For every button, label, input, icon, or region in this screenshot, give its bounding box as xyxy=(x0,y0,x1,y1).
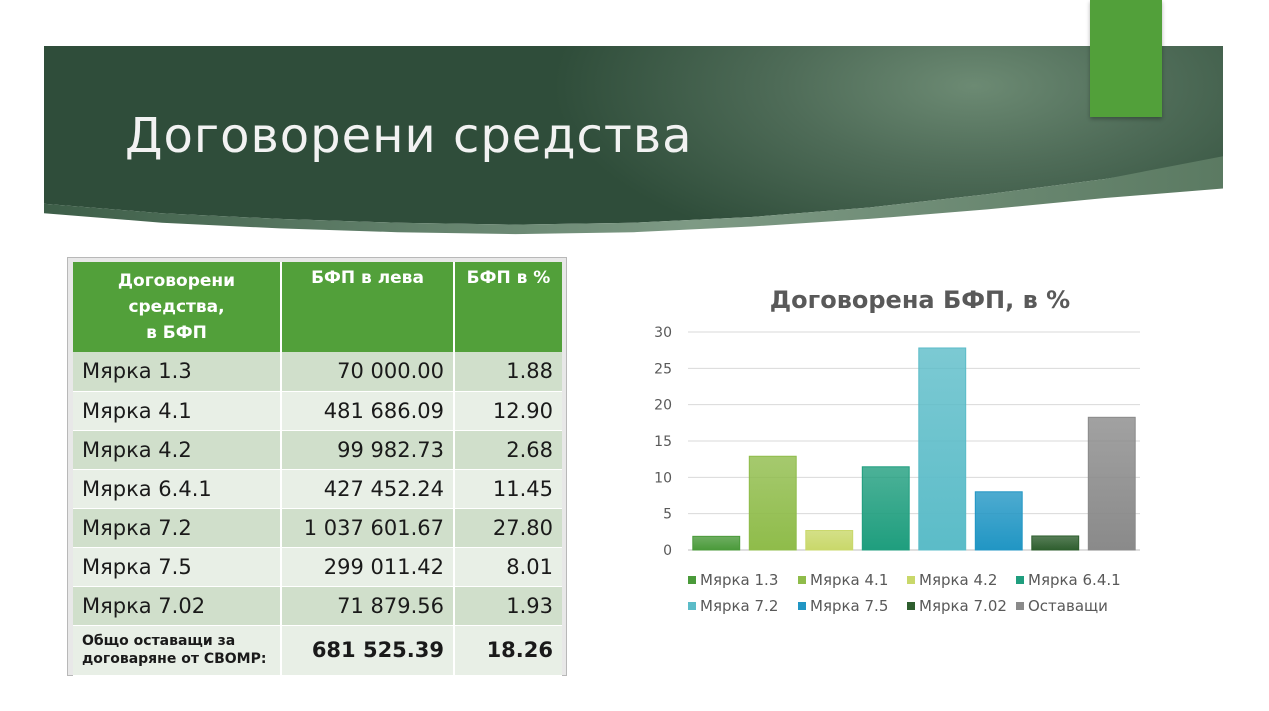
y-tick-label: 25 xyxy=(654,361,672,377)
row-label: Мярка 7.5 xyxy=(73,547,282,587)
row-percent: 8.01 xyxy=(454,547,562,587)
table-row: Мярка 7.2 1 037 601.67 27.80 xyxy=(73,508,562,548)
row-percent: 1.93 xyxy=(454,586,562,626)
data-table: Договорени средства, в БФП БФП в лева БФП … xyxy=(73,262,562,676)
row-amount: 481 686.09 xyxy=(281,391,455,431)
legend-swatch xyxy=(1016,576,1024,584)
row-amount: 299 011.42 xyxy=(281,547,455,587)
row-amount: 427 452.24 xyxy=(281,469,455,509)
accent-rectangle xyxy=(1090,0,1162,117)
row-amount: 71 879.56 xyxy=(281,586,455,626)
y-axis: 0 5 10 15 20 25 30 xyxy=(654,325,672,559)
row-label: Мярка 7.02 xyxy=(73,586,282,626)
bar xyxy=(918,347,967,551)
bar-chart[interactable]: Договорена БФП, в % 0 5 10 15 20 25 30 Мярка 1… xyxy=(630,270,1170,630)
legend-item: Мярка 1.3 xyxy=(700,571,778,589)
row-amount: 1 037 601.67 xyxy=(281,508,455,548)
row-percent: 2.68 xyxy=(454,430,562,470)
legend-swatch xyxy=(1016,602,1024,610)
total-percent: 18.26 xyxy=(454,625,562,676)
y-tick-label: 20 xyxy=(654,398,672,414)
bar xyxy=(974,491,1023,551)
table-row: Мярка 6.4.1 427 452.24 11.45 xyxy=(73,469,562,509)
bar xyxy=(861,466,910,551)
slide-title: Договорени средства xyxy=(125,108,693,164)
bar xyxy=(1087,416,1136,551)
legend-swatch xyxy=(798,602,806,610)
row-percent: 12.90 xyxy=(454,391,562,431)
y-tick-label: 10 xyxy=(654,470,672,486)
row-percent: 11.45 xyxy=(454,469,562,509)
table-row: Мярка 7.5 299 011.42 8.01 xyxy=(73,547,562,587)
legend-swatch xyxy=(688,576,696,584)
legend-item: Мярка 7.5 xyxy=(810,597,888,615)
row-label: Мярка 4.1 xyxy=(73,391,282,431)
bar xyxy=(1031,535,1080,551)
bar xyxy=(805,530,854,551)
bar xyxy=(692,535,741,551)
legend-item: Оставащи xyxy=(1028,597,1108,615)
chart-title: Договорена БФП, в % xyxy=(770,286,1070,314)
legend-swatch xyxy=(907,576,915,584)
y-tick-label: 0 xyxy=(663,543,672,559)
y-tick-label: 30 xyxy=(654,325,672,341)
table-row: Мярка 1.3 70 000.00 1.88 xyxy=(73,352,562,392)
row-label: Мярка 6.4.1 xyxy=(73,469,282,509)
row-label: Мярка 1.3 xyxy=(73,352,282,392)
y-tick-label: 5 xyxy=(663,507,672,523)
row-percent: 27.80 xyxy=(454,508,562,548)
table-row: Мярка 4.2 99 982.73 2.68 xyxy=(73,430,562,470)
legend-item: Мярка 4.1 xyxy=(810,571,888,589)
row-label: Мярка 7.2 xyxy=(73,508,282,548)
header-percent: БФП в % xyxy=(454,262,562,352)
legend-swatch xyxy=(688,602,696,610)
bar xyxy=(748,455,797,551)
total-label: Общо оставащи за договаряне от СВОМР: xyxy=(73,625,282,676)
y-tick-label: 15 xyxy=(654,434,672,450)
row-percent: 1.88 xyxy=(454,352,562,392)
legend-swatch xyxy=(798,576,806,584)
total-amount: 681 525.39 xyxy=(281,625,455,676)
legend-item: Мярка 7.02 xyxy=(919,597,1007,615)
chart-bars xyxy=(692,347,1136,551)
legend-item: Мярка 6.4.1 xyxy=(1028,571,1121,589)
legend-item: Мярка 4.2 xyxy=(919,571,997,589)
total-row: Общо оставащи за договаряне от СВОМР: 68… xyxy=(73,625,562,676)
legend-swatch xyxy=(907,602,915,610)
row-amount: 70 000.00 xyxy=(281,352,455,392)
table-row: Мярка 7.02 71 879.56 1.93 xyxy=(73,586,562,626)
chart-legend: Мярка 1.3 Мярка 4.1 Мярка 4.2 Мярка 6.4.1 Мя… xyxy=(688,571,1121,615)
table-row: Мярка 4.1 481 686.09 12.90 xyxy=(73,391,562,431)
legend-item: Мярка 7.2 xyxy=(700,597,778,615)
row-label: Мярка 4.2 xyxy=(73,430,282,470)
row-amount: 99 982.73 xyxy=(281,430,455,470)
header-bgn: БФП в лева xyxy=(281,262,455,352)
header-measures-label: Договорени средства, в БФП xyxy=(117,271,236,343)
header-measures: Договорени средства, в БФП xyxy=(73,262,282,352)
